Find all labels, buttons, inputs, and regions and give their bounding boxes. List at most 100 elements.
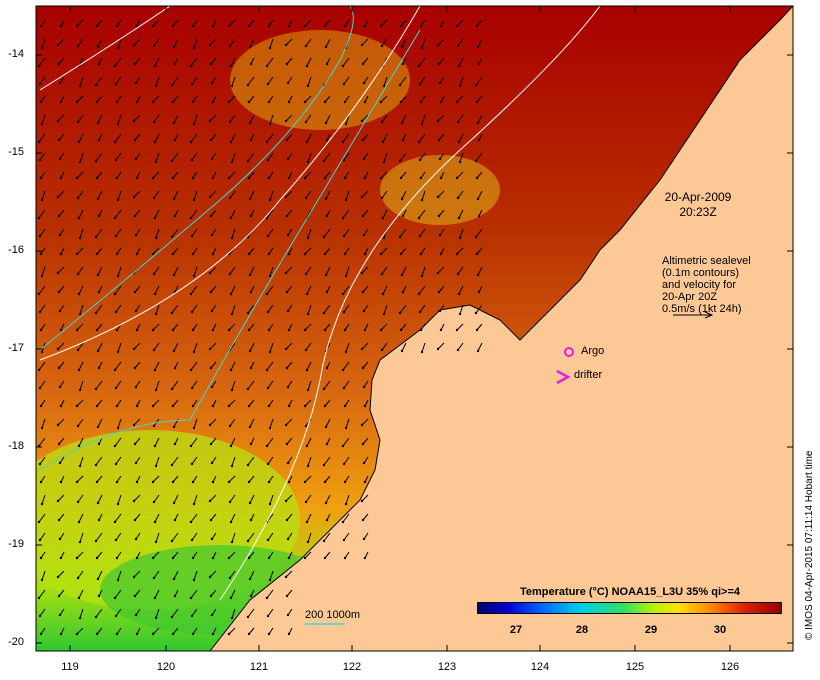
velocity-arrow bbox=[97, 114, 103, 124]
velocity-arrow-head bbox=[59, 480, 63, 484]
velocity-arrow-head bbox=[268, 274, 272, 278]
velocity-arrow-head bbox=[57, 62, 61, 66]
velocity-arrow bbox=[135, 304, 141, 312]
velocity-arrow bbox=[344, 399, 350, 407]
velocity-arrow bbox=[267, 532, 274, 541]
velocity-arrow-head bbox=[398, 159, 402, 163]
velocity-arrow-head bbox=[209, 442, 213, 446]
velocity-arrow bbox=[344, 323, 350, 331]
velocity-arrow-head bbox=[132, 195, 136, 199]
velocity-arrow-head bbox=[343, 252, 347, 256]
velocity-arrow bbox=[134, 513, 141, 521]
velocity-arrow-head bbox=[419, 24, 423, 28]
velocity-arrow-head bbox=[40, 578, 44, 582]
velocity-arrow bbox=[458, 285, 464, 295]
velocity-arrow-head bbox=[439, 24, 443, 28]
velocity-arrow bbox=[190, 285, 198, 295]
velocity-arrow-head bbox=[170, 83, 174, 87]
velocity-arrow-head bbox=[75, 100, 79, 104]
velocity-arrow-head bbox=[114, 386, 118, 390]
velocity-arrow-head bbox=[361, 138, 365, 142]
velocity-arrow-head bbox=[303, 100, 307, 104]
velocity-arrow bbox=[154, 133, 160, 143]
velocity-arrow bbox=[135, 456, 141, 464]
velocity-arrow-head bbox=[189, 520, 193, 524]
velocity-arrow-head bbox=[210, 157, 214, 161]
velocity-arrow bbox=[476, 19, 483, 27]
velocity-arrow-head bbox=[325, 290, 329, 294]
velocity-arrow-head bbox=[114, 158, 118, 162]
velocity-arrow bbox=[39, 304, 46, 313]
velocity-arrow-head bbox=[323, 24, 327, 28]
velocity-arrow-head bbox=[418, 158, 422, 162]
velocity-arrow-head bbox=[152, 44, 156, 48]
velocity-arrow bbox=[361, 190, 369, 198]
velocity-arrow bbox=[228, 171, 236, 179]
velocity-arrow-head bbox=[210, 537, 214, 541]
velocity-arrow bbox=[77, 190, 84, 199]
velocity-arrow bbox=[115, 76, 122, 85]
velocity-arrow bbox=[192, 171, 198, 179]
velocity-arrow-head bbox=[363, 252, 367, 256]
velocity-arrow bbox=[401, 190, 407, 200]
velocity-arrow-head bbox=[172, 273, 176, 277]
velocity-arrow bbox=[154, 437, 160, 447]
velocity-arrow bbox=[287, 532, 293, 540]
velocity-arrow-head bbox=[58, 157, 62, 161]
velocity-arrow-head bbox=[154, 464, 158, 468]
velocity-arrow-head bbox=[382, 236, 386, 240]
velocity-arrow-head bbox=[341, 216, 345, 220]
velocity-arrow bbox=[304, 247, 312, 255]
velocity-arrow-head bbox=[190, 234, 194, 238]
velocity-arrow-head bbox=[230, 84, 234, 88]
lon-label: 121 bbox=[249, 661, 269, 673]
velocity-arrow-head bbox=[114, 462, 118, 466]
velocity-arrow bbox=[457, 114, 464, 123]
velocity-arrow-head bbox=[96, 197, 100, 201]
velocity-arrow-head bbox=[342, 234, 346, 238]
velocity-arrow bbox=[59, 304, 65, 312]
altimetry-line: Altimetric sealevel bbox=[662, 255, 751, 267]
velocity-arrow bbox=[133, 418, 141, 426]
velocity-arrow-head bbox=[439, 328, 443, 332]
velocity-arrow bbox=[96, 475, 103, 483]
velocity-arrow bbox=[116, 247, 122, 255]
velocity-arrow bbox=[268, 551, 274, 559]
velocity-arrow-head bbox=[362, 537, 366, 541]
velocity-arrow bbox=[114, 285, 122, 295]
velocity-arrow bbox=[363, 304, 369, 312]
velocity-arrow-head bbox=[267, 252, 271, 256]
velocity-arrow-head bbox=[228, 44, 232, 48]
velocity-arrow-head bbox=[400, 45, 404, 49]
velocity-arrow-head bbox=[343, 100, 347, 104]
velocity-arrow-head bbox=[287, 24, 291, 28]
velocity-arrow bbox=[459, 152, 464, 163]
velocity-arrow bbox=[173, 190, 179, 200]
velocity-arrow-head bbox=[401, 138, 405, 142]
velocity-arrow bbox=[171, 380, 179, 390]
velocity-arrow-head bbox=[322, 463, 326, 467]
velocity-arrow-head bbox=[436, 43, 440, 47]
velocity-arrow bbox=[57, 570, 65, 578]
velocity-arrow bbox=[231, 456, 236, 467]
velocity-arrow-head bbox=[152, 500, 156, 504]
velocity-arrow bbox=[380, 171, 388, 179]
velocity-arrow-head bbox=[229, 596, 233, 600]
velocity-arrow-head bbox=[113, 444, 117, 448]
velocity-arrow bbox=[133, 342, 141, 350]
velocity-arrow-head bbox=[248, 273, 252, 277]
velocity-arrow-head bbox=[362, 461, 366, 465]
velocity-arrow-head bbox=[37, 64, 41, 68]
velocity-arrow-head bbox=[38, 158, 42, 162]
velocity-arrow-head bbox=[287, 480, 291, 484]
velocity-arrow bbox=[191, 76, 198, 85]
velocity-arrow-head bbox=[342, 538, 346, 542]
velocity-arrow-head bbox=[323, 252, 327, 256]
velocity-arrow-head bbox=[116, 122, 120, 126]
velocity-arrow-head bbox=[286, 613, 290, 617]
velocity-arrow bbox=[193, 418, 198, 429]
velocity-arrow bbox=[438, 57, 445, 65]
velocity-arrow bbox=[192, 475, 198, 483]
velocity-arrow bbox=[76, 399, 84, 407]
velocity-arrow-head bbox=[265, 216, 269, 220]
